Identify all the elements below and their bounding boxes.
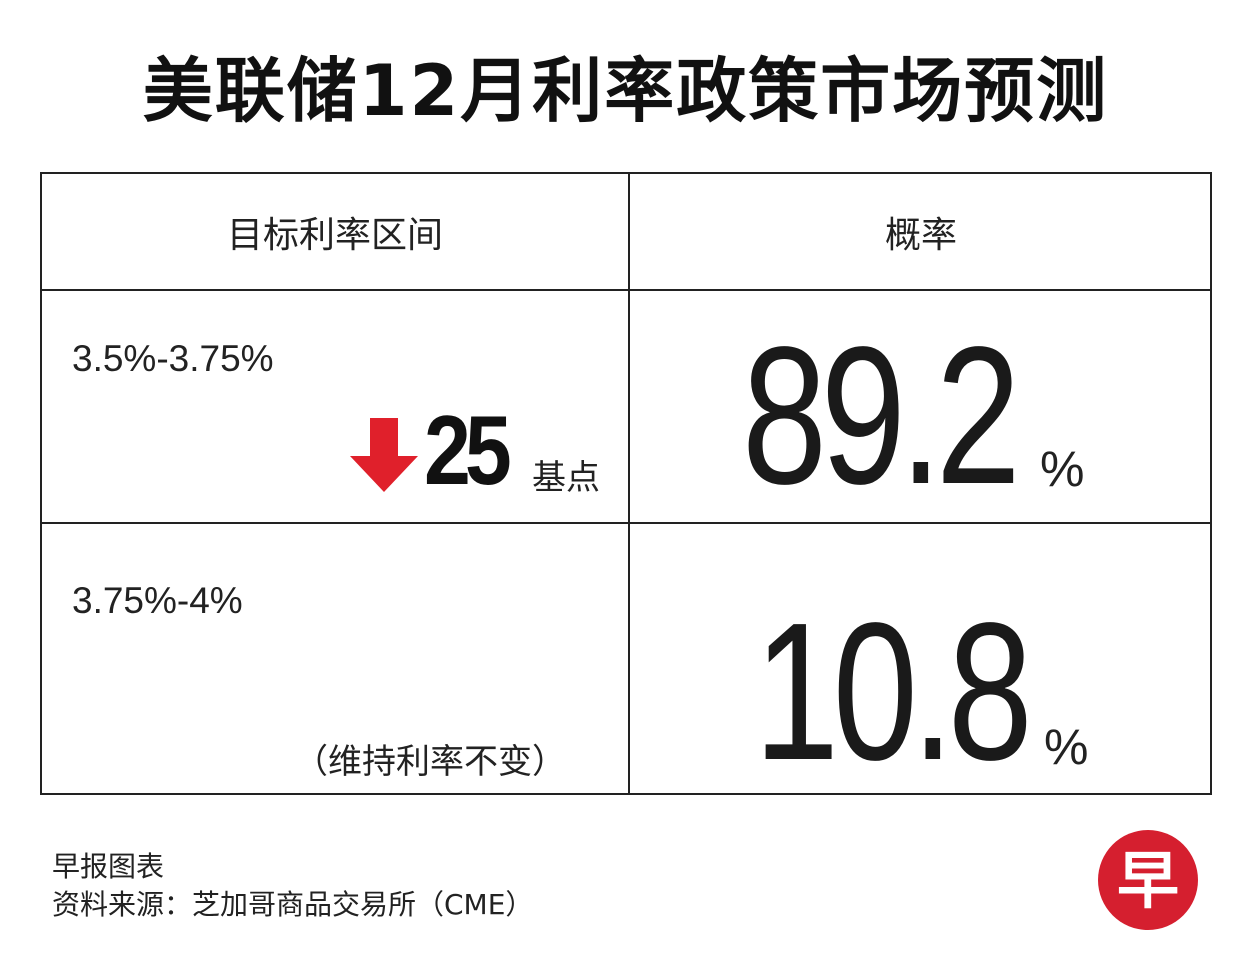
row-2-probability-unit: % <box>1044 719 1089 775</box>
row-1-probability: 89.2 <box>742 306 1021 525</box>
footer-credit: 早报图表 <box>52 850 165 883</box>
column-header-probability: 概率 <box>884 214 957 256</box>
footer-source: 资料来源：芝加哥商品交易所（CME） <box>52 888 534 921</box>
down-arrow-icon <box>350 418 418 492</box>
row-2-range: 3.75%-4% <box>72 580 243 621</box>
row-1-change-value: 25 <box>424 395 512 505</box>
row-1-change-unit: 基点 <box>532 458 600 498</box>
row-2-note: （维持利率不变） <box>294 742 566 782</box>
row-divider <box>42 522 1210 524</box>
row-1-probability-unit: % <box>1040 441 1085 497</box>
probability-table: 目标利率区间 概率 3.5%-3.75% 25 基点 89.2 % 3.75%-… <box>40 172 1212 795</box>
column-divider <box>628 174 630 793</box>
row-1-range: 3.5%-3.75% <box>72 338 274 379</box>
logo-char: 早 <box>1117 844 1179 917</box>
row-2-probability: 10.8 <box>754 582 1033 801</box>
down-arrow-shape <box>350 418 418 492</box>
header-divider <box>42 289 1210 291</box>
page-title: 美联储12月利率政策市场预测 <box>142 50 1109 132</box>
footer: 早报图表 资料来源：芝加哥商品交易所（CME） <box>52 848 533 924</box>
zaobao-logo-icon: 早 <box>1098 830 1198 930</box>
row-1-change: 25 基点 <box>348 400 618 500</box>
column-header-range: 目标利率区间 <box>226 214 443 256</box>
